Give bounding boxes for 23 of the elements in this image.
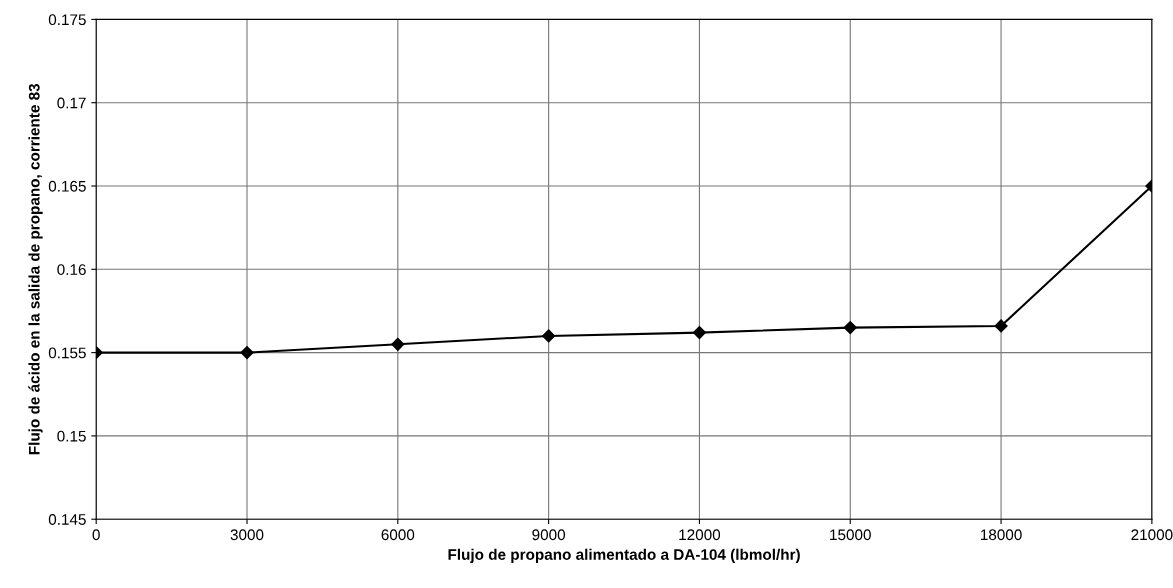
y-tick-label: 0.15 [57, 430, 86, 442]
point [692, 326, 707, 340]
y-tick-label: 0.17 [57, 97, 86, 109]
point [542, 329, 556, 343]
point [391, 337, 405, 351]
x-tick-label: 9000 [532, 529, 566, 541]
x-tick-label: 6000 [381, 529, 415, 541]
point [994, 319, 1008, 333]
y-tick-label: 0.175 [48, 14, 86, 26]
y-tick-label: 0.145 [48, 514, 86, 525]
x-tick-label: 15000 [830, 529, 871, 541]
x-tick-label: 12000 [679, 529, 721, 541]
y-tick-label: 0.165 [48, 180, 86, 192]
x-tick-label: 0 [92, 529, 100, 541]
x-tick-label: 21000 [1131, 529, 1173, 541]
x-tick-label: 3000 [230, 529, 264, 541]
y-tick-label: 0.155 [48, 347, 86, 359]
y-axis-title: Flujo de ácido en la salida de propano, corriente 83 [28, 83, 43, 455]
y-tick-label: 0.16 [57, 264, 86, 275]
point [843, 321, 857, 335]
x-tick-label: 18000 [981, 529, 1022, 541]
point [240, 346, 254, 360]
x-axis-title: Flujo de propano alimentado a DA-104 (lbmol/hr) [448, 548, 800, 563]
